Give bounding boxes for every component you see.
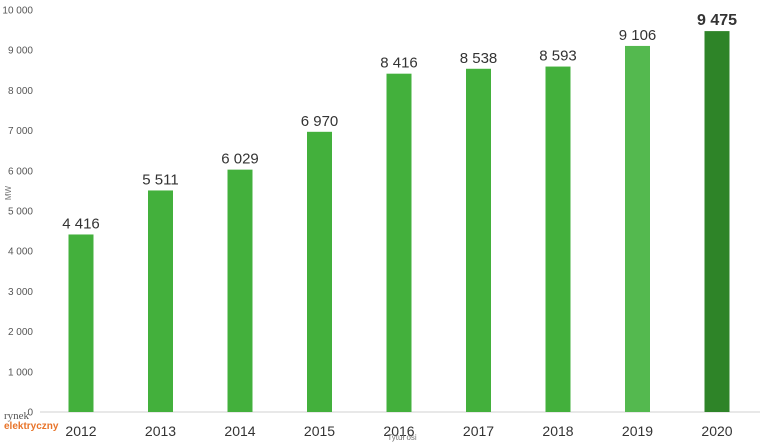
x-tick-label-2015: 2015 (304, 423, 335, 439)
x-tick-label-2019: 2019 (622, 423, 653, 439)
y-tick-label: 3 000 (8, 287, 33, 298)
y-axis-ticks: 0 1 000 2 000 3 000 4 000 5 000 6 000 7 000 8 00… (2, 6, 33, 419)
bar-2016 (386, 73, 412, 412)
y-tick-label: 0 (27, 408, 33, 419)
y-tick-label: 5 000 (8, 207, 33, 218)
x-tick-label-2012: 2012 (65, 423, 96, 439)
logo-line-1: rynek (4, 410, 30, 422)
bars (68, 31, 730, 412)
y-tick-label: 4 000 (8, 247, 33, 258)
x-tick-label-2020: 2020 (701, 423, 732, 439)
y-tick-label: 7 000 (8, 126, 33, 137)
y-tick-label: 9 000 (8, 46, 33, 57)
y-tick-label: 8 000 (8, 86, 33, 97)
bar-2012 (68, 234, 94, 412)
data-label-2020: 9 475 (697, 12, 737, 29)
x-tick-label-2018: 2018 (542, 423, 573, 439)
x-axis-label: Tytuł osi (387, 433, 417, 442)
x-tick-label-2014: 2014 (224, 423, 255, 439)
logo-line-2: elektryczny (4, 421, 59, 432)
data-label-2016: 8 416 (380, 55, 418, 72)
x-tick-label-2013: 2013 (145, 423, 176, 439)
data-label-2012: 4 416 (62, 215, 100, 232)
y-tick-label: 10 000 (2, 6, 33, 17)
data-label-2013: 5 511 (142, 171, 178, 188)
x-tick-label-2017: 2017 (463, 423, 494, 439)
data-label-2015: 6 970 (301, 113, 339, 130)
bar-2013 (148, 190, 173, 412)
bar-2014 (227, 169, 253, 412)
data-label-2018: 8 593 (539, 48, 577, 65)
data-label-2019: 9 106 (619, 27, 657, 44)
x-tick-label-2016: 2016 (383, 423, 414, 439)
data-labels: 4 416 5 511 6 029 6 970 8 416 8 538 8 593 9 106… (62, 12, 737, 232)
data-label-2017: 8 538 (460, 50, 498, 67)
bar-2017 (466, 68, 491, 412)
rynek-elektryczny-logo: rynek elektryczny (4, 411, 58, 432)
y-axis-label: MW (4, 185, 13, 200)
y-tick-label: 2 000 (8, 327, 33, 338)
bar-2019 (625, 45, 650, 412)
x-axis-ticks: 2012 2013 2014 2015 2016 2017 2018 2019 2020 (65, 423, 732, 439)
y-tick-label: 6 000 (8, 166, 33, 177)
bar-2018 (545, 66, 571, 412)
bar-2020 (704, 31, 730, 412)
data-label-2014: 6 029 (221, 151, 259, 168)
y-tick-label: 1 000 (8, 367, 33, 378)
bar-2015 (307, 131, 332, 412)
